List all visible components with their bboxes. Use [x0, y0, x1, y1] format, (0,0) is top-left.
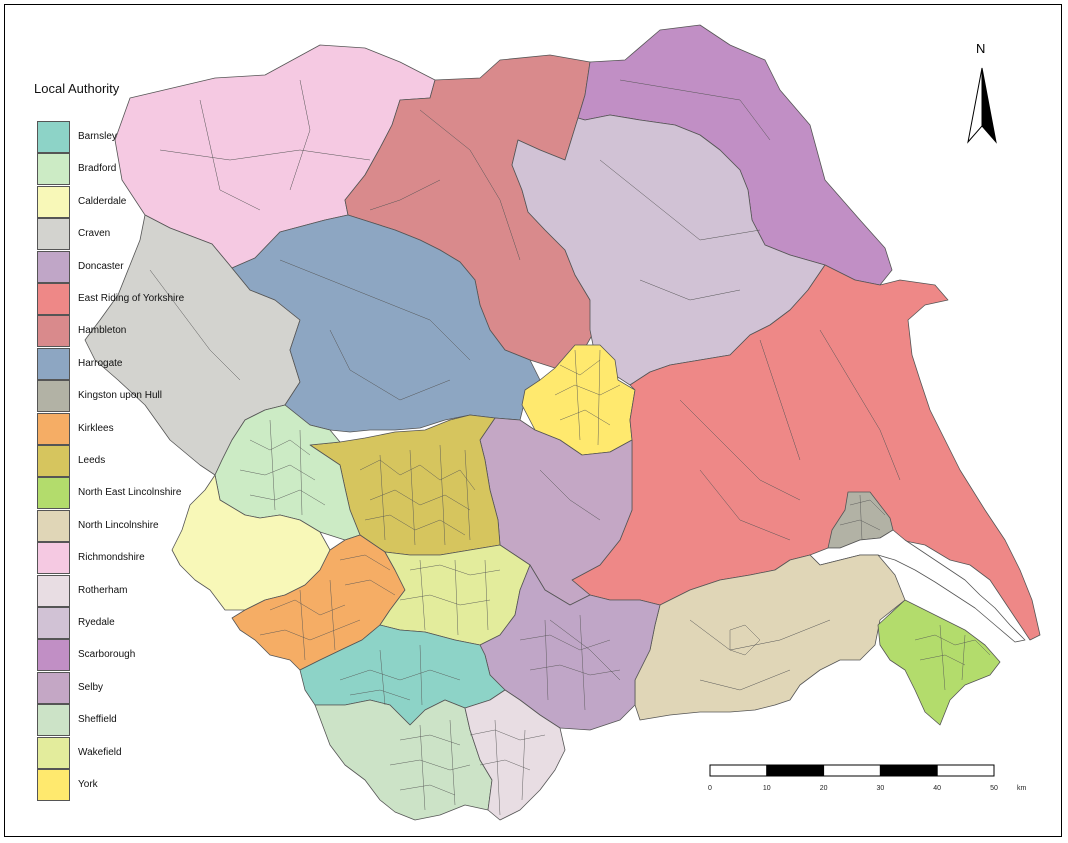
- legend-swatch: [37, 185, 70, 218]
- legend-swatch: [37, 574, 70, 607]
- legend-item: Hambleton: [37, 315, 237, 348]
- legend-swatch: [37, 347, 70, 380]
- legend-label: East Riding of Yorkshire: [78, 293, 185, 304]
- legend-label: Bradford: [78, 163, 117, 175]
- legend-item: Ryedale: [37, 607, 237, 639]
- legend-label: Ryedale: [78, 617, 115, 628]
- humber-estuary: [809, 529, 1026, 643]
- scale-tick-label: 0: [708, 785, 712, 792]
- legend-label: York: [78, 779, 98, 790]
- legend-item: Calderdale: [37, 185, 237, 218]
- legend-item: Rotherham: [37, 574, 237, 607]
- legend-label: North Lincolnshire: [78, 519, 159, 531]
- legend-swatch: [37, 769, 70, 801]
- legend-label: Leeds: [78, 455, 106, 466]
- legend-swatch: [37, 121, 70, 153]
- legend-item: Wakefield: [37, 736, 237, 769]
- legend-label: Hambleton: [78, 325, 127, 337]
- region-harrogate[interactable]: [231, 214, 541, 433]
- legend-swatch: [37, 218, 70, 251]
- legend-swatch: [37, 509, 70, 542]
- legend-item: Scarborough: [37, 639, 237, 672]
- legend-label: Wakefield: [78, 746, 122, 758]
- region-doncaster[interactable]: [479, 564, 661, 731]
- legend-label: Rotherham: [78, 584, 128, 596]
- legend-swatch: [37, 412, 70, 445]
- legend-item: Richmondshire: [37, 542, 237, 575]
- legend-swatch: [37, 639, 70, 672]
- legend-swatch: [37, 704, 70, 737]
- scale-segment: [709, 764, 768, 777]
- legend-swatch: [37, 736, 70, 769]
- region-north-lincolnshire[interactable]: [634, 554, 906, 721]
- legend-item: York: [37, 769, 237, 801]
- legend-label: Selby: [78, 681, 104, 693]
- legend-label: Scarborough: [78, 649, 136, 661]
- legend-swatch: [37, 315, 70, 348]
- scale-tick-label: 50: [990, 785, 998, 792]
- legend-label: Barnsley: [78, 131, 117, 142]
- north-label: N: [976, 41, 986, 56]
- legend-title: Local Authority: [34, 81, 120, 96]
- legend-swatch: [37, 380, 70, 413]
- scale-bar: [709, 764, 995, 777]
- legend-item: Kirklees: [37, 412, 237, 445]
- legend-swatch: [37, 153, 70, 186]
- legend-label: Sheffield: [78, 714, 117, 726]
- legend-swatch: [37, 607, 70, 639]
- legend-item: Bradford: [37, 153, 237, 186]
- region-ne-lincolnshire[interactable]: [877, 599, 1001, 726]
- legend-item: Harrogate: [37, 347, 237, 380]
- legend-item: Sheffield: [37, 704, 237, 737]
- legend-label: Doncaster: [78, 260, 124, 272]
- legend-swatch: [37, 477, 70, 510]
- north-arrow-icon: [967, 67, 997, 144]
- legend-item: North Lincolnshire: [37, 509, 237, 542]
- scale-tick-label: 40: [933, 785, 942, 792]
- legend-item: Barnsley: [37, 121, 237, 153]
- legend-item: Doncaster: [37, 250, 237, 283]
- legend-item: Leeds: [37, 445, 237, 477]
- legend-swatch: [37, 445, 70, 477]
- legend-label: Kingston upon Hull: [78, 390, 162, 402]
- legend-label: Harrogate: [78, 357, 123, 369]
- legend-label: Richmondshire: [78, 552, 145, 564]
- scale-tick-label: 10: [762, 785, 771, 792]
- legend-label: North East Lincolnshire: [78, 487, 182, 499]
- legend-swatch: [37, 671, 70, 704]
- legend-item: East Riding of Yorkshire: [37, 283, 237, 315]
- scale-tick-label: 30: [876, 785, 885, 792]
- legend-label: Kirklees: [78, 422, 114, 434]
- legend-swatch: [37, 250, 70, 283]
- region-sheffield[interactable]: [314, 699, 493, 821]
- legend-item: Kingston upon Hull: [37, 380, 237, 413]
- scale-segment: [879, 764, 938, 777]
- legend-item: Selby: [37, 671, 237, 704]
- scale-tick-label: 20: [819, 785, 828, 792]
- legend-label: Craven: [78, 228, 111, 240]
- legend-item: North East Lincolnshire: [37, 477, 237, 510]
- legend-label: Calderdale: [78, 195, 127, 207]
- legend-swatch: [37, 283, 70, 315]
- scale-unit: km: [1017, 785, 1027, 792]
- region-rotherham[interactable]: [464, 689, 566, 821]
- scale-segment: [936, 764, 995, 777]
- scale-segment: [823, 764, 881, 777]
- scale-segment: [766, 764, 825, 777]
- legend-item: Craven: [37, 218, 237, 251]
- legend-swatch: [37, 542, 70, 575]
